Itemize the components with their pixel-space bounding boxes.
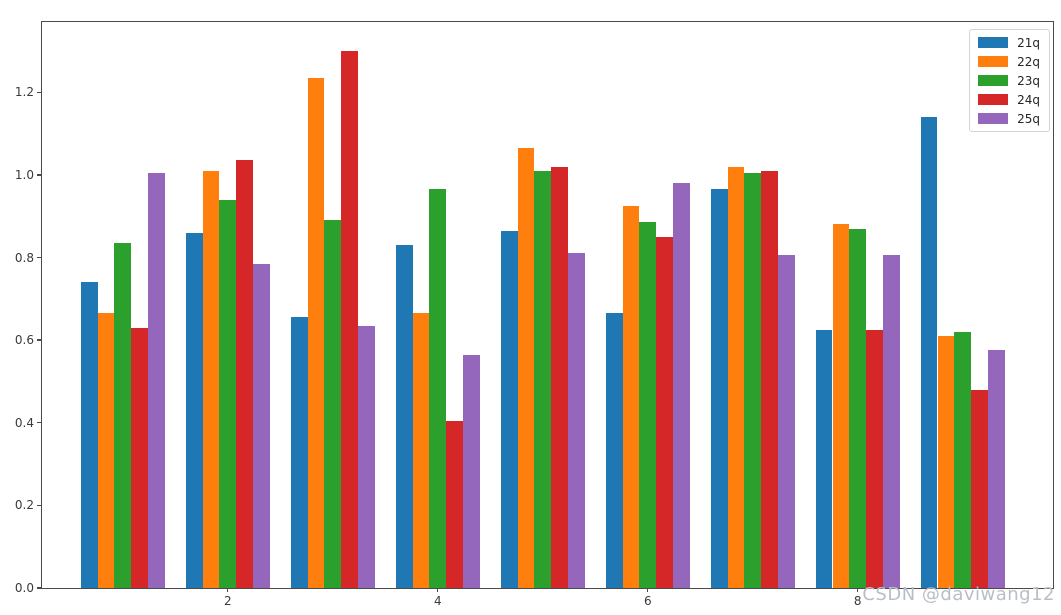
- x-tick-mark: [857, 588, 859, 592]
- y-tick-mark: [37, 91, 41, 93]
- bar-25q-6: [673, 183, 690, 588]
- legend-label-22q: 22q: [1017, 54, 1040, 69]
- bar-24q-9: [971, 389, 988, 588]
- bar-23q-5: [534, 170, 552, 588]
- y-tick-mark: [37, 339, 41, 341]
- legend-label-21q: 21q: [1017, 35, 1040, 50]
- bar-22q-8: [832, 224, 850, 588]
- bar-24q-4: [446, 420, 463, 588]
- y-tick-label: 0.4: [14, 415, 34, 430]
- legend-item-21q: 21q: [978, 35, 1040, 50]
- legend-label-25q: 25q: [1017, 111, 1040, 126]
- bar-22q-9: [937, 336, 955, 588]
- bar-21q-8: [815, 329, 833, 588]
- bar-25q-2: [253, 263, 270, 588]
- bar-25q-3: [358, 325, 375, 588]
- legend-swatch-25q: [978, 113, 1009, 124]
- y-tick-label: 1.2: [14, 85, 34, 100]
- bar-21q-5: [500, 230, 518, 588]
- bar-23q-2: [219, 199, 237, 588]
- bar-25q-4: [463, 354, 480, 588]
- watermark-text: CSDN @daviwang12: [862, 584, 1055, 605]
- x-tick-mark: [227, 588, 229, 592]
- legend-swatch-24q: [978, 94, 1009, 105]
- legend-swatch-23q: [978, 75, 1009, 86]
- bar-23q-1: [114, 243, 132, 588]
- x-tick-label: 2: [223, 594, 232, 608]
- bar-24q-2: [236, 160, 253, 588]
- x-tick-label: 6: [643, 594, 652, 608]
- legend-swatch-21q: [978, 37, 1009, 48]
- bar-21q-2: [185, 232, 203, 588]
- bar-21q-3: [290, 317, 308, 588]
- legend-swatch-22q: [978, 56, 1009, 67]
- bar-21q-6: [605, 313, 623, 588]
- bar-23q-8: [849, 228, 867, 588]
- bar-24q-7: [761, 170, 778, 588]
- x-tick-mark: [437, 588, 439, 592]
- y-tick-mark: [37, 174, 41, 176]
- bar-21q-9: [920, 117, 938, 588]
- bar-24q-3: [341, 50, 358, 588]
- y-tick-label: 0.8: [14, 250, 34, 265]
- y-tick-label: 0.2: [14, 498, 34, 513]
- legend-item-22q: 22q: [978, 54, 1040, 69]
- bar-25q-5: [568, 253, 585, 588]
- y-tick-label: 0.0: [14, 581, 34, 595]
- legend-item-23q: 23q: [978, 73, 1040, 88]
- bar-23q-7: [744, 172, 762, 588]
- bar-24q-8: [866, 329, 883, 588]
- legend-item-24q: 24q: [978, 92, 1040, 107]
- legend-label-24q: 24q: [1017, 92, 1040, 107]
- legend-label-23q: 23q: [1017, 73, 1040, 88]
- bar-23q-3: [324, 220, 342, 588]
- y-tick-mark: [37, 504, 41, 507]
- plot-area: 21q 22q 23q 24q 25q 0.0 0.2 0.4 0.6 0.8 1.0 1.2 2 4 6…: [15, 21, 1054, 607]
- x-tick-label: 8: [853, 594, 862, 608]
- bar-25q-1: [148, 172, 165, 588]
- bar-22q-1: [97, 313, 115, 588]
- x-tick-mark: [647, 588, 649, 592]
- bar-25q-7: [777, 255, 795, 588]
- bar-24q-1: [131, 327, 148, 588]
- bar-24q-5: [551, 166, 568, 588]
- bar-24q-6: [656, 236, 673, 588]
- bar-21q-7: [710, 189, 728, 588]
- bar-25q-8: [882, 255, 900, 588]
- y-tick-mark: [37, 422, 41, 424]
- bar-22q-5: [517, 148, 535, 588]
- legend: 21q 22q 23q 24q 25q: [969, 29, 1050, 132]
- y-tick-label: 0.6: [14, 333, 34, 348]
- bar-22q-3: [307, 77, 325, 588]
- x-tick-label: 4: [433, 594, 442, 608]
- bar-22q-7: [727, 166, 745, 588]
- bar-21q-4: [395, 245, 413, 588]
- bar-22q-6: [622, 205, 640, 588]
- y-tick-mark: [37, 587, 41, 589]
- y-tick-mark: [37, 256, 41, 259]
- legend-item-25q: 25q: [978, 111, 1040, 126]
- bar-23q-4: [429, 189, 447, 588]
- bar-23q-9: [954, 331, 972, 588]
- bar-25q-9: [987, 350, 1005, 588]
- bar-22q-2: [202, 170, 220, 588]
- bar-22q-4: [412, 313, 430, 588]
- y-tick-label: 1.0: [14, 167, 34, 182]
- bar-23q-6: [639, 222, 657, 588]
- bars-layer: [42, 22, 1053, 588]
- bar-21q-1: [80, 282, 98, 588]
